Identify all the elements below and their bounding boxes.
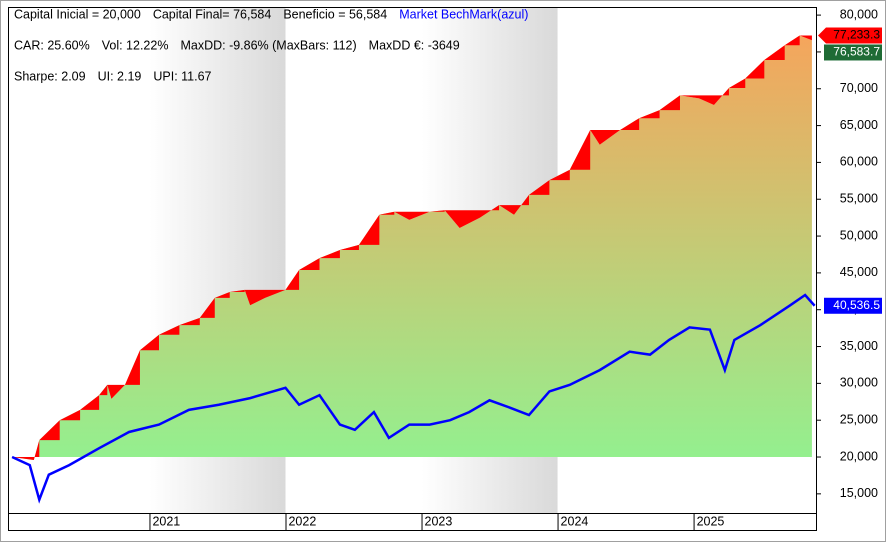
x-tick-label: 2024 [561,514,589,528]
x-tick-label: 2025 [697,514,725,528]
annotation: CAR: 25.60% [14,38,90,52]
y-tick-label: 35,000 [840,339,878,353]
y-tick-label: 60,000 [840,155,878,169]
benchmark-end-box [824,297,882,314]
peak-label: 77,233.3 [833,28,880,42]
annotation: UI: 2.19 [98,69,142,83]
annotation: UPI: 11.67 [153,69,211,83]
y-tick-label: 45,000 [840,265,878,279]
y-tick-label: 30,000 [840,376,878,390]
y-tick-label: 25,000 [840,412,878,426]
annotation: Vol: 12.22% [102,38,169,52]
end-label: 76,583.7 [833,45,880,59]
y-tick-label: 55,000 [840,192,878,206]
end-box [824,44,882,61]
equity-area [12,35,812,460]
annotation: Capital Final= 76,584 [153,7,272,21]
y-tick-label: 70,000 [840,81,878,95]
peak-flag [818,27,882,44]
annotation: Sharpe: 2.09 [14,69,86,83]
annotation: MaxDD €: -3649 [369,38,460,52]
x-tick-label: 2021 [152,514,180,528]
y-tick-label: 50,000 [840,228,878,242]
benchmark-line [11,293,816,504]
y-tick-label: 15,000 [840,486,878,500]
y-tick-label: 80,000 [840,7,878,21]
annotation: MaxDD: -9.86% (MaxBars: 112) [180,38,356,52]
annotation: Beneficio = 56,584 [283,7,387,21]
x-tick-label: 2023 [425,514,453,528]
y-tick-label: 20,000 [840,449,878,463]
x-axis-strip [8,513,817,531]
annotation: Market BechMark(azul) [399,7,528,21]
y-tick-label: 65,000 [840,118,878,132]
x-tick-label: 2022 [288,514,316,528]
benchmark-end-label: 40,536.5 [833,298,880,312]
annotation: Capital Inicial = 20,000 [14,7,141,21]
